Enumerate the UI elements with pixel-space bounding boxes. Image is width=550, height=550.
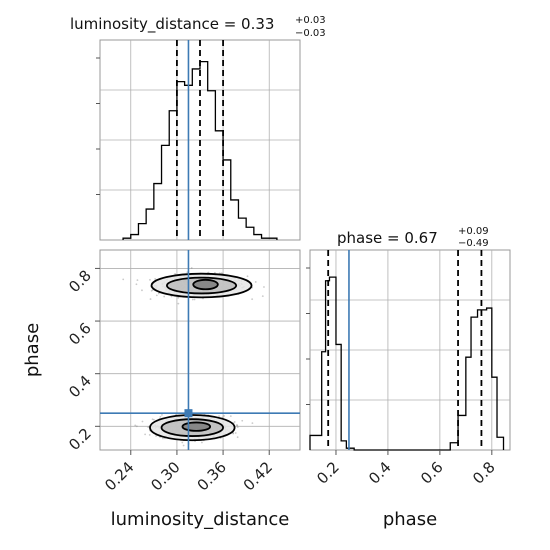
joint-xtick-label: 0.42 [240,458,276,494]
ld-title: luminosity_distance = 0.33 [70,15,274,34]
joint-ytick-label: 0.4 [65,372,95,402]
joint-xtick-label: 0.24 [101,458,137,494]
joint-grid [100,250,300,450]
joint-yticks: 0.2 0.4 0.6 0.8 [65,267,100,454]
sample-point [149,298,152,300]
sample-point [155,294,158,297]
sample-point [263,286,265,288]
sample-point [151,418,154,421]
sample-point [193,298,196,301]
phase-title: phase = 0.67 [337,229,438,247]
joint-frame [99,249,301,451]
phase-xtick-label: 0.6 [417,458,447,488]
sample-point [136,279,139,282]
sample-point [162,437,164,440]
sample-point [174,273,176,275]
sample-point [181,441,184,444]
sample-point [135,283,138,286]
sample-point [201,441,203,444]
ld-hist-steps [122,60,278,240]
xlabel-phase: phase [383,509,437,530]
joint-xtick-label: 0.36 [194,458,230,494]
sample-point [236,436,239,439]
joint-xtick-label: 0.30 [147,458,183,494]
sample-point [153,418,155,421]
phase-title-minus: −0.49 [458,238,489,249]
sample-point [135,425,138,428]
phase-xtick-label: 0.8 [469,458,499,488]
sample-point [154,277,157,280]
sample-point [134,424,137,427]
sample-point [159,415,162,418]
sample-point [232,432,235,435]
contour-level [192,278,219,291]
phase-xtick-label: 0.2 [313,458,343,488]
sample-point [234,432,237,434]
sample-point [144,433,147,436]
phase-hist-xticks: 0.2 0.4 0.6 0.8 [313,450,499,488]
sample-point [157,292,160,295]
sample-point [251,298,254,301]
sample-point [190,267,193,269]
sample-point [122,278,125,281]
sample-point [246,275,249,278]
phase-title-plus: +0.09 [458,226,489,237]
sample-point [251,422,254,425]
joint-truth-marker [184,409,193,418]
sample-point [223,415,225,417]
sample-point [220,272,223,275]
sample-point [218,415,220,418]
ylabel-phase: phase [22,323,43,377]
sample-point [147,426,150,429]
joint-panel: 0.24 0.30 0.36 0.42 0.2 0.4 0.6 0.8 luminosity… [22,249,301,530]
sample-point [150,289,153,292]
xlabel-luminosity-distance: luminosity_distance [111,509,290,530]
joint-xticks: 0.24 0.30 0.36 0.42 [101,450,276,494]
sample-point [236,424,239,427]
sample-point [141,289,143,292]
phase-title-main: phase = 0.67 [337,229,438,247]
phase-hist-panel: 0.2 0.4 0.6 0.8 phase = 0.67 +0.09 −0.49 ph… [306,226,511,530]
ld-hist-yticks [96,57,100,195]
ld-title-minus: −0.03 [295,28,326,39]
ld-title-main: luminosity_distance = 0.33 [70,15,274,34]
sample-point [235,424,238,426]
sample-point [161,413,163,416]
phase-hist-grid [310,250,510,450]
sample-point [163,295,166,298]
ld-quantile-lines [176,40,224,240]
phase-hist-yticks [306,267,310,405]
sample-point [141,420,144,423]
sample-point [182,444,185,447]
joint-ytick-label: 0.8 [65,267,95,297]
joint-contours [149,272,253,442]
sample-point [233,421,236,423]
phase-xtick-label: 0.4 [365,458,395,488]
sample-point [148,434,151,436]
sample-point [177,296,180,299]
sample-point [229,415,232,417]
ld-title-plus: +0.03 [295,15,326,26]
ld-hist-panel: luminosity_distance = 0.33 +0.03 −0.03 [70,15,326,241]
sample-point [254,281,257,283]
phase-hist-steps [309,276,505,451]
sample-point [177,302,180,305]
joint-ytick-label: 0.2 [65,424,95,454]
joint-ytick-label: 0.6 [65,319,95,349]
sample-point [155,435,157,437]
sample-point [236,426,239,428]
sample-point [149,278,151,281]
phase-quantile-lines [327,250,483,450]
sample-point [241,419,244,422]
contour-level [181,421,212,432]
sample-point [191,298,194,301]
sample-point [261,295,264,298]
